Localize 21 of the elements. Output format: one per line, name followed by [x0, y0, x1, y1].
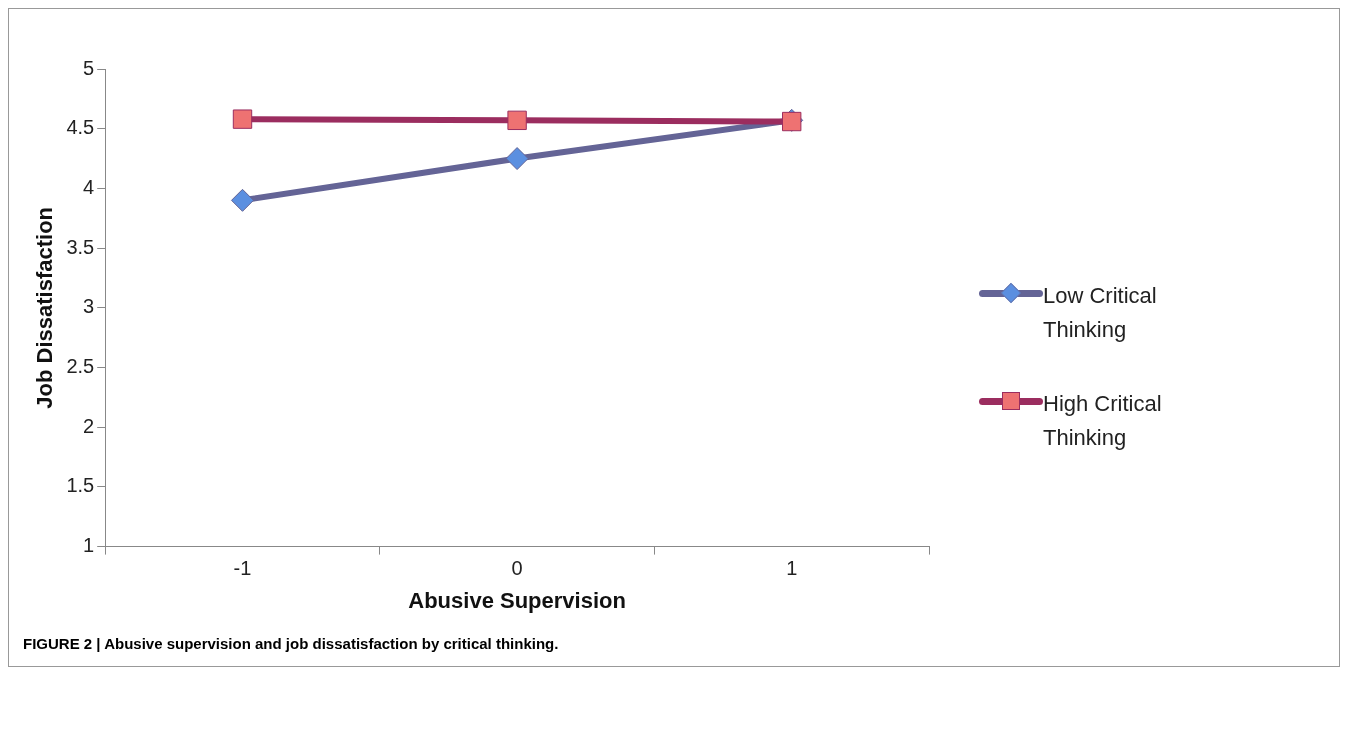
y-tick-label: 2.5 [66, 355, 95, 378]
y-tick-label: 4 [83, 175, 95, 198]
x-axis-title: Abusive Supervision [408, 587, 626, 613]
caption: FIGURE 2 | Abusive supervision and job dissatisfaction by critical thinking. [22, 634, 560, 654]
point [232, 109, 253, 129]
y-tick-label: 2 [83, 414, 95, 437]
y-tick-label: 3.5 [66, 235, 95, 258]
x-tick-label: -1 [233, 557, 252, 580]
y-axis-title: Job Dissatisfaction [32, 206, 58, 409]
y-tick-label: 1.5 [66, 474, 95, 497]
y-tick-label: 3 [83, 295, 95, 318]
point [231, 188, 254, 212]
y-tick-label: 1 [83, 534, 95, 557]
y-tick-label: 5 [83, 56, 95, 79]
point [505, 147, 529, 171]
legend-label: Low Critical Thinking [1043, 282, 1158, 344]
point [507, 110, 527, 131]
x-tick-label: 1 [786, 557, 798, 580]
legend-label: High Critical Thinking [1043, 390, 1163, 452]
x-tick-label: 0 [511, 557, 523, 580]
y-tick-label: 4.5 [66, 116, 95, 139]
